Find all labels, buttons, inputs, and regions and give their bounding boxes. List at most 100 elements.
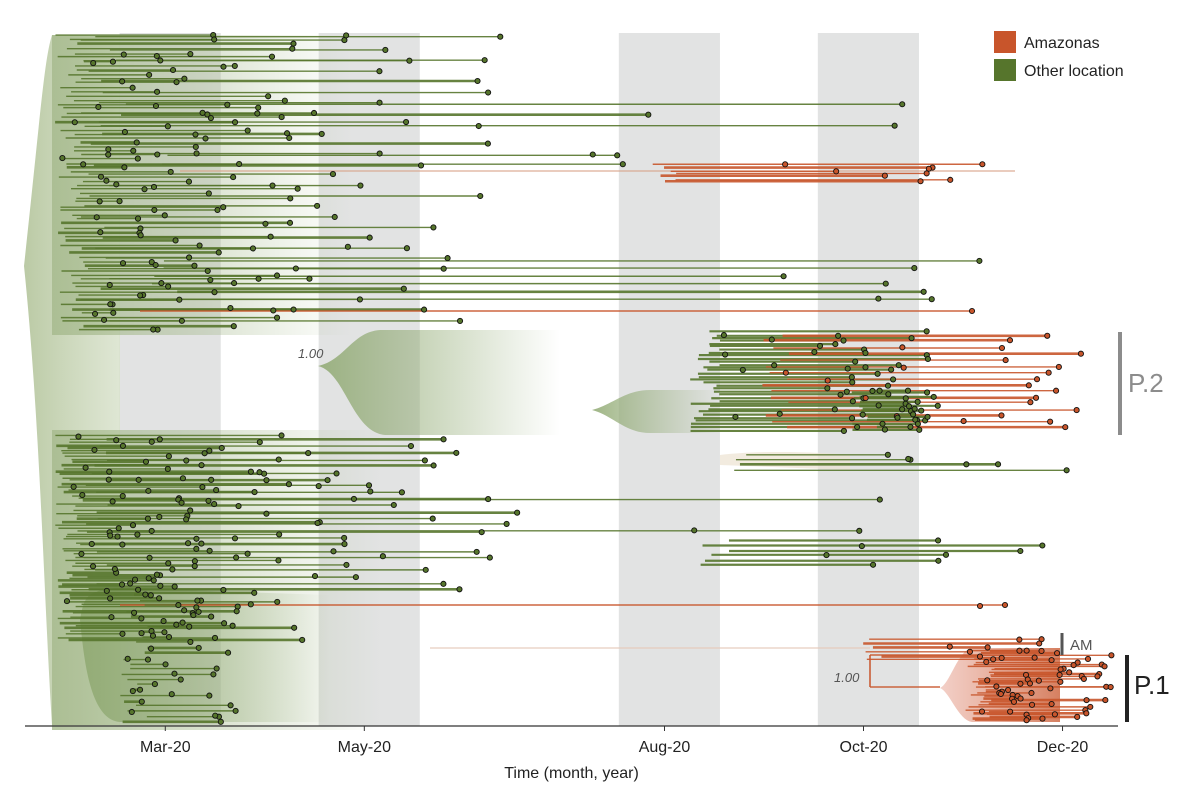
tip-19 xyxy=(281,97,288,104)
tip-10 xyxy=(231,62,238,69)
tip-179 xyxy=(862,349,869,356)
lower-clade-density xyxy=(80,588,330,722)
tip-122 xyxy=(418,162,425,169)
tip-27 xyxy=(207,114,214,122)
tip-489 xyxy=(984,677,991,684)
x-tick-label-1: May-20 xyxy=(338,739,391,756)
tip-32 xyxy=(121,128,128,136)
tip-354 xyxy=(221,620,228,627)
tip-183 xyxy=(924,355,932,363)
tip-151 xyxy=(619,161,626,168)
tip-385 xyxy=(231,535,239,542)
tip-4 xyxy=(187,50,194,58)
tip-453 xyxy=(232,707,239,714)
tip-374 xyxy=(398,489,405,496)
tip-479 xyxy=(1101,663,1108,670)
tip-416 xyxy=(691,527,698,534)
tip-88 xyxy=(106,281,113,289)
tip-373 xyxy=(315,483,322,490)
tip-469 xyxy=(1054,650,1061,657)
tip-89 xyxy=(211,289,218,296)
tip-171 xyxy=(835,332,842,339)
tip-250 xyxy=(924,413,931,420)
tip-434 xyxy=(149,632,157,639)
tip-180 xyxy=(811,348,818,356)
tip-234 xyxy=(1047,418,1054,425)
tip-331 xyxy=(153,571,160,578)
tip-343 xyxy=(107,595,114,602)
tip-413 xyxy=(870,561,877,568)
tip-452 xyxy=(227,702,234,709)
tip-172 xyxy=(720,332,727,339)
tip-221 xyxy=(900,364,907,371)
tip-189 xyxy=(888,366,895,373)
tip-450 xyxy=(168,691,175,698)
tip-8 xyxy=(109,58,116,65)
tip-71 xyxy=(267,233,274,240)
tip-423 xyxy=(175,602,182,609)
tip-276 xyxy=(106,468,113,475)
tip-207 xyxy=(776,410,783,417)
tip-420 xyxy=(142,591,149,598)
tip-265 xyxy=(218,444,225,452)
tip-148 xyxy=(475,122,482,130)
tip-246 xyxy=(911,405,918,412)
tip-232 xyxy=(998,412,1005,419)
tip-317 xyxy=(193,545,200,552)
tip-18 xyxy=(265,93,272,100)
tip-41 xyxy=(105,151,112,158)
tip-357 xyxy=(291,624,298,631)
tip-322 xyxy=(146,554,153,561)
tip-299 xyxy=(263,510,270,517)
legend-label-0: Amazonas xyxy=(1024,35,1100,52)
tip-418 xyxy=(976,602,984,610)
tip-457 xyxy=(217,718,224,725)
tip-211 xyxy=(879,420,886,427)
tip-340 xyxy=(251,589,258,596)
tip-198 xyxy=(885,391,892,398)
tip-267 xyxy=(91,446,98,453)
tip-464 xyxy=(976,653,984,660)
tip-301 xyxy=(156,513,163,520)
tip-363 xyxy=(407,442,415,450)
tip-72 xyxy=(137,232,144,239)
tip-314 xyxy=(185,540,192,547)
tip-220 xyxy=(1055,363,1062,370)
tip-184 xyxy=(852,358,859,365)
tip-271 xyxy=(142,458,150,465)
tip-381 xyxy=(183,516,190,523)
tip-1 xyxy=(211,36,218,43)
tip-70 xyxy=(97,229,104,236)
tip-112 xyxy=(485,89,492,96)
tip-335 xyxy=(118,581,126,588)
tip-328 xyxy=(169,566,176,573)
tip-498 xyxy=(1047,685,1054,692)
tip-20 xyxy=(224,101,231,108)
tip-493 xyxy=(1026,680,1034,687)
tip-199 xyxy=(837,391,844,398)
tip-240 xyxy=(869,387,876,395)
tip-142 xyxy=(497,33,504,40)
tip-97 xyxy=(110,309,117,316)
tip-96 xyxy=(227,304,234,312)
tip-14 xyxy=(181,75,188,82)
tip-371 xyxy=(263,477,270,484)
tip-46 xyxy=(121,164,128,171)
tip-104 xyxy=(150,326,157,333)
tip-345 xyxy=(63,598,71,605)
tip-29 xyxy=(71,119,78,126)
tip-185 xyxy=(895,362,902,369)
tip-226 xyxy=(1025,382,1032,389)
tip-379 xyxy=(514,509,521,516)
tip-315 xyxy=(88,540,95,548)
tip-311 xyxy=(114,533,121,540)
tip-188 xyxy=(844,365,851,372)
x-axis: Mar-20 May-20 Aug-20 Oct-20 Dec-20 Time (mont… xyxy=(25,725,1118,782)
tip-137 xyxy=(400,285,407,292)
tip-2 xyxy=(290,40,297,47)
tip-337 xyxy=(157,582,164,589)
tip-400 xyxy=(884,451,891,458)
tip-263 xyxy=(148,438,155,445)
tip-509 xyxy=(1083,697,1090,704)
tip-377 xyxy=(350,495,357,503)
